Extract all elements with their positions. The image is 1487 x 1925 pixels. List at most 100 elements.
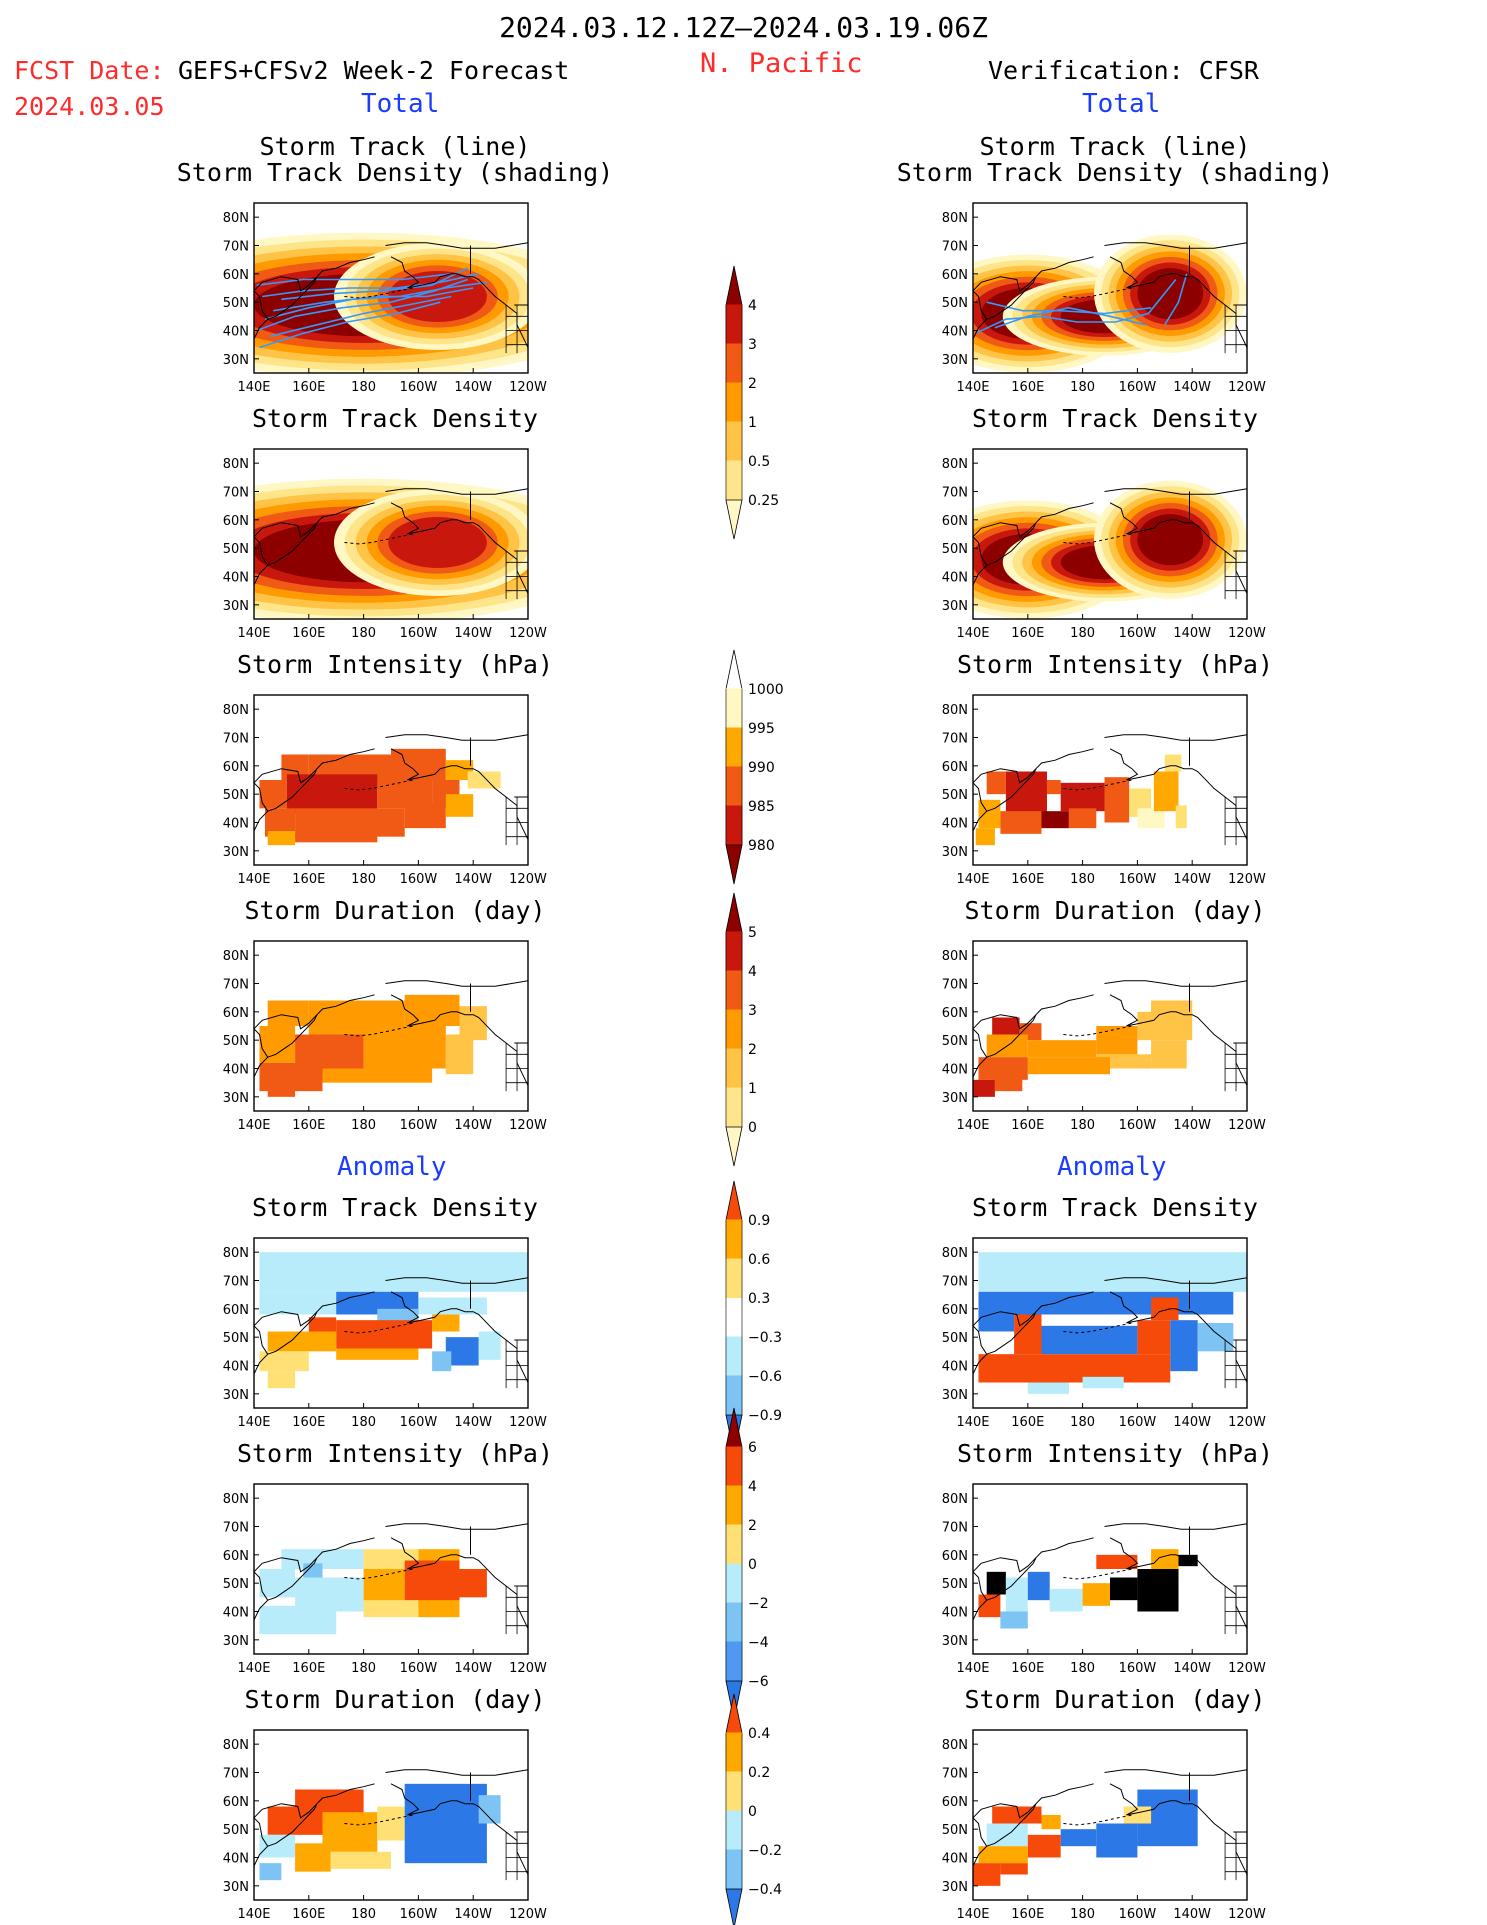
grid-cell-2 (978, 1314, 1015, 1332)
x-tick-label: 140W (454, 626, 492, 641)
storm-track-line-3 (270, 295, 452, 337)
x-tick-label: 140E (956, 380, 989, 395)
x-tick-label: 140E (237, 380, 270, 395)
grid-cell-11 (1082, 1376, 1124, 1389)
colorbar-cbar_duration: 5 4 3 2 1 0 (725, 892, 757, 1167)
map-frame (253, 1483, 529, 1655)
colorbar-label: 4 (748, 298, 757, 314)
colorbar-cbar_anom_duration: 0.4 0.2 0 −0.2 −0.4 (725, 1693, 782, 1925)
colorbar-label: 980 (748, 838, 775, 854)
grid-cell-4 (1096, 1026, 1138, 1055)
x-tick-label: 180 (351, 1661, 376, 1676)
grid-cell-11 (1153, 771, 1179, 812)
grid-cell-6 (295, 1843, 331, 1872)
colorbar-arrow-top (725, 1693, 743, 1734)
map-frame (972, 694, 1248, 866)
map-frame (972, 1729, 1248, 1901)
coastline (254, 242, 528, 354)
storm-track-line-5 (273, 287, 474, 312)
grid-cell-0 (259, 1252, 528, 1292)
x-tick-label: 180 (1070, 1118, 1095, 1133)
grid-cell-3 (445, 760, 474, 780)
grid-cell-8 (259, 1863, 282, 1881)
colorbar-arrow-top (725, 649, 743, 690)
verification-label: Verification: CFSR (988, 56, 1259, 85)
x-tick-label: 120W (1228, 872, 1266, 887)
grid-cell-3 (1060, 782, 1105, 812)
map-panel-fcst_anom_intensity: 140E 160E 180 160W 140W 120W 80N 70N 60N 50N 40N 30… (223, 1483, 547, 1676)
colorbar-segment (725, 727, 743, 768)
y-tick-label: 60N (942, 1795, 968, 1810)
storm-track-line-2 (994, 306, 1146, 329)
x-tick-label: 140E (956, 1661, 989, 1676)
panel-title: Storm Track (line) (259, 132, 531, 161)
storm-track-line-1 (986, 301, 1152, 315)
y-tick-label: 80N (942, 1492, 968, 1507)
x-tick-label: 160E (292, 872, 325, 887)
grid-cell-7 (330, 1851, 391, 1869)
y-tick-label: 30N (223, 845, 249, 860)
y-tick-label: 30N (942, 845, 968, 860)
y-tick-label: 70N (223, 732, 249, 747)
x-tick-label: 160E (1011, 626, 1044, 641)
grid-cell-3 (1096, 1823, 1138, 1858)
grid-cell-0 (978, 1252, 1247, 1292)
colorbar-label: 0 (748, 1120, 757, 1136)
colorbar-segment (725, 688, 743, 729)
panel-title: Storm Track Density (252, 404, 538, 433)
panel-title: Storm Duration (day) (964, 896, 1266, 925)
grid-cell-4 (1104, 777, 1130, 823)
grid-cell-5 (308, 1317, 337, 1332)
colorbar-cbar_anom_intensity: 6 4 2 0 −2 −4 −6 (725, 1407, 769, 1721)
grid-cell-8 (973, 1863, 1001, 1886)
colorbar-label: 0.9 (748, 1213, 770, 1229)
colorbar-label: 6 (748, 1440, 757, 1456)
x-tick-label: 160W (400, 1415, 438, 1430)
map-panel-fcst_total_intensity: 140E 160E 180 160W 140W 120W 80N 70N 60N 50N 40N 30… (223, 694, 547, 887)
colorbar-segment (725, 1641, 743, 1682)
y-tick-label: 30N (223, 1634, 249, 1649)
grid-cell-7 (1041, 811, 1069, 829)
grid-cell-7 (445, 1034, 474, 1075)
x-tick-label: 140W (1173, 380, 1211, 395)
coastline (254, 1277, 528, 1389)
y-tick-label: 80N (942, 211, 968, 226)
colorbar-segment (725, 805, 743, 846)
storm-track-line-4 (256, 273, 452, 286)
x-tick-label: 180 (351, 380, 376, 395)
x-tick-label: 140E (956, 1907, 989, 1922)
x-tick-label: 160W (1119, 1118, 1157, 1133)
grid-cell-7 (404, 1560, 460, 1606)
y-tick-label: 40N (223, 1360, 249, 1375)
colorbar-cbar_anom_density: 0.9 0.6 0.3 −0.3 −0.6 −0.9 (725, 1180, 782, 1455)
colorbar-segment (725, 1732, 743, 1773)
colorbar-label: 5 (748, 925, 757, 941)
x-tick-label: 180 (351, 872, 376, 887)
y-tick-label: 50N (942, 1331, 968, 1346)
x-tick-label: 120W (1228, 626, 1266, 641)
x-tick-label: 180 (351, 626, 376, 641)
map-panel-verif_anom_density: 140E 160E 180 160W 140W 120W 80N 70N 60N 50N 40N 30… (942, 1237, 1266, 1430)
y-tick-label: 30N (942, 1880, 968, 1895)
colorbar-segment (725, 1009, 743, 1050)
x-tick-label: 180 (1070, 380, 1095, 395)
colorbar-label: 0 (748, 1557, 757, 1573)
grid-cell-12 (1151, 1000, 1193, 1018)
colorbar-segment (725, 343, 743, 384)
map-frame (253, 1237, 529, 1409)
page-title: 2024.03.12.12Z–2024.03.19.06Z (499, 11, 988, 44)
grid-cell-0 (986, 1571, 1006, 1595)
x-tick-label: 160W (400, 380, 438, 395)
y-tick-label: 30N (942, 1388, 968, 1403)
x-tick-label: 140W (1173, 1415, 1211, 1430)
y-tick-label: 40N (223, 1852, 249, 1867)
y-tick-label: 40N (942, 571, 968, 586)
x-tick-label: 180 (1070, 1415, 1095, 1430)
y-tick-label: 50N (942, 788, 968, 803)
y-tick-label: 50N (223, 788, 249, 803)
y-tick-label: 60N (223, 1549, 249, 1564)
grid-cell-4 (377, 1308, 419, 1323)
y-tick-label: 70N (223, 240, 249, 255)
colorbar-label: 0.6 (748, 1252, 770, 1268)
x-tick-label: 140W (454, 380, 492, 395)
